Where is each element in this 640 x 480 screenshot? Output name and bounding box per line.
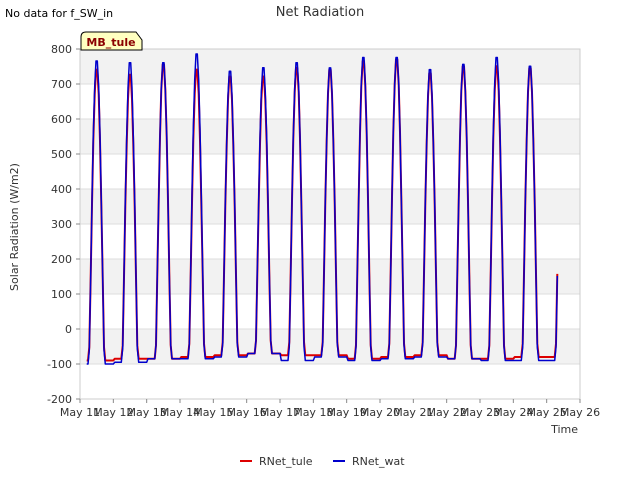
legend-label: RNet_wat bbox=[352, 455, 405, 468]
y-tick-label: -200 bbox=[47, 393, 72, 406]
x-tick-label: May 12 bbox=[93, 406, 133, 419]
x-tick-label: May 18 bbox=[293, 406, 333, 419]
grid-band bbox=[80, 49, 580, 84]
x-tick-label: May 11 bbox=[60, 406, 100, 419]
legend: RNet_tule RNet_wat bbox=[240, 455, 405, 468]
grid-band bbox=[80, 259, 580, 294]
x-tick-label: May 13 bbox=[127, 406, 167, 419]
y-axis-label: Solar Radiation (W/m2) bbox=[8, 163, 21, 291]
x-tick-label: May 19 bbox=[327, 406, 367, 419]
x-tick-label: May 24 bbox=[493, 406, 533, 419]
no-data-note: No data for f_SW_in bbox=[5, 7, 114, 20]
y-tick-label: 800 bbox=[51, 43, 72, 56]
legend-label: RNet_tule bbox=[259, 455, 313, 468]
chart-title: Net Radiation bbox=[276, 5, 364, 20]
x-tick-label: May 14 bbox=[160, 406, 200, 419]
y-tick-label: 100 bbox=[51, 288, 72, 301]
x-tick-label: May 16 bbox=[227, 406, 267, 419]
x-tick-label: May 20 bbox=[360, 406, 400, 419]
site-badge: MB_tule bbox=[80, 31, 143, 51]
y-tick-label: 200 bbox=[51, 253, 72, 266]
x-tick-label: May 21 bbox=[393, 406, 433, 419]
y-tick-label: 500 bbox=[51, 148, 72, 161]
y-tick-label: 0 bbox=[65, 323, 72, 336]
x-tick-label: May 15 bbox=[193, 406, 233, 419]
series-line-RNet_wat bbox=[86, 53, 559, 365]
y-axis: -200 -100 0 100 200 300 400 500 600 700 800 bbox=[47, 43, 80, 406]
x-tick-label: May 23 bbox=[460, 406, 500, 419]
x-axis-label: Time bbox=[550, 423, 578, 436]
y-tick-label: 600 bbox=[51, 113, 72, 126]
x-tick-label: May 25 bbox=[527, 406, 567, 419]
y-tick-label: -100 bbox=[47, 358, 72, 371]
x-tick-label: May 22 bbox=[427, 406, 467, 419]
site-badge-label: MB_tule bbox=[86, 36, 135, 49]
y-tick-label: 300 bbox=[51, 218, 72, 231]
series-layer bbox=[86, 53, 559, 365]
grid-bands bbox=[80, 49, 580, 364]
grid-band bbox=[80, 329, 580, 364]
y-tick-label: 700 bbox=[51, 78, 72, 91]
x-tick-label: May 26 bbox=[560, 406, 600, 419]
y-tick-label: 400 bbox=[51, 183, 72, 196]
grid-band bbox=[80, 119, 580, 154]
x-tick-label: May 17 bbox=[260, 406, 300, 419]
grid-band bbox=[80, 189, 580, 224]
